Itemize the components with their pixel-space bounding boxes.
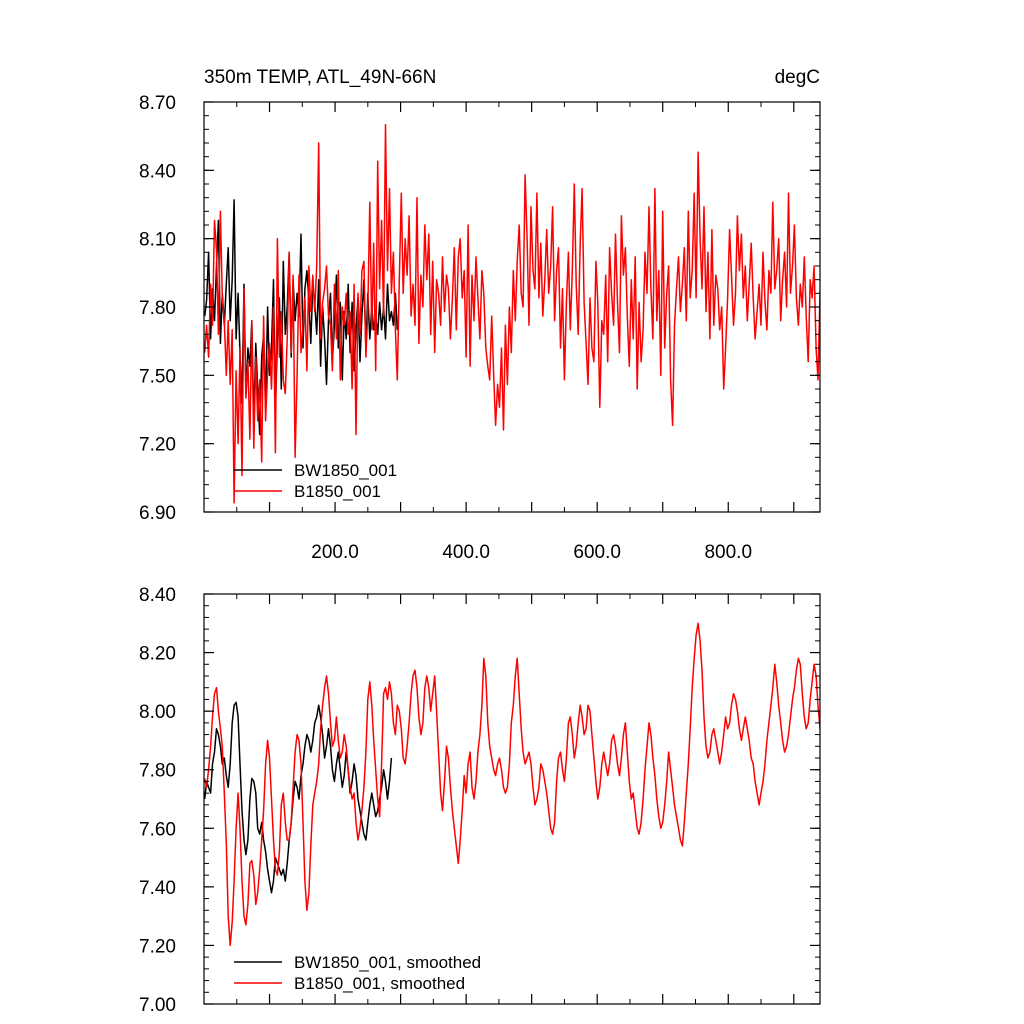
panel-bottom-axes: 7.00 7.20 7.40 7.60 7.80 8.00 8.20 8.40 (139, 585, 821, 1016)
panel-top-y-tick-label: 7.50 (139, 366, 176, 387)
panel-bottom-frame (203, 593, 821, 1005)
panel-top-y-tick-label: 6.90 (139, 503, 176, 524)
panel-top-title: 350m TEMP, ATL_49N-66N (204, 67, 436, 88)
panel-top-units: degC (775, 67, 820, 88)
legend-label-0: BW1850_001, smoothed (294, 953, 481, 972)
panel-bottom-series-line-1 (204, 622, 820, 947)
panel-bottom-y-tick-label: 7.80 (139, 761, 176, 782)
panel-bottom: 7.00 7.20 7.40 7.60 7.80 8.00 8.20 8.40 BW1850_… (139, 585, 821, 1016)
panel-bottom-y-tick-label: 7.40 (139, 878, 176, 899)
panel-bottom-legend: BW1850_001, smoothed B1850_001, smoothed (234, 953, 481, 993)
panel-bottom-y-tick-label: 8.00 (139, 702, 176, 723)
panel-bottom-series-line-0 (204, 701, 393, 894)
panel-top-x-tick-label: 200.0 (311, 542, 359, 563)
panel-bottom-series (204, 622, 820, 947)
panel-top-y-tick-label: 7.20 (139, 435, 176, 456)
panel-top-y-tick-label: 8.40 (139, 161, 176, 182)
panel-bottom-y-tick-label: 7.60 (139, 819, 176, 840)
legend-label-1: B1850_001 (294, 482, 381, 501)
panel-top-series-line-1 (204, 124, 820, 504)
panel-bottom-y-tick-label: 8.20 (139, 644, 176, 665)
panel-top-legend: BW1850_001 B1850_001 (234, 461, 397, 501)
panel-bottom-y-tick-label: 7.00 (139, 995, 176, 1016)
panel-top-x-tick-label: 800.0 (704, 542, 752, 563)
legend-label-1: B1850_001, smoothed (294, 974, 465, 993)
panel-top-y-tick-label: 7.80 (139, 298, 176, 319)
panel-top-x-tick-label: 400.0 (442, 542, 490, 563)
panel-top: 350m TEMP, ATL_49N-66N degC 6.90 7.20 7.50… (139, 67, 821, 563)
panel-top-x-tick-label: 600.0 (573, 542, 621, 563)
legend-label-0: BW1850_001 (294, 461, 397, 480)
panel-top-y-tick-label: 8.10 (139, 230, 176, 251)
panel-bottom-y-tick-label: 7.20 (139, 936, 176, 957)
panel-bottom-y-tick-label: 8.40 (139, 585, 176, 606)
panel-top-axes: 6.90 7.20 7.50 7.80 8.10 8.40 8.70 200.0 400.0 60… (139, 93, 821, 563)
panel-top-series (204, 124, 820, 504)
panel-top-y-tick-label: 8.70 (139, 93, 176, 114)
